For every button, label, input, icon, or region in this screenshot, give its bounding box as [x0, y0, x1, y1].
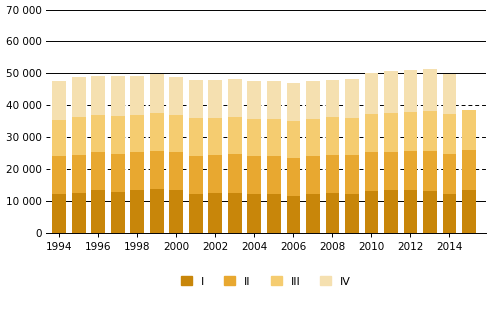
Bar — [267, 156, 280, 194]
Bar — [169, 115, 183, 153]
Bar — [130, 76, 144, 115]
Bar — [286, 196, 300, 233]
Bar — [326, 117, 339, 155]
Bar — [130, 115, 144, 152]
Bar — [462, 110, 476, 150]
Bar — [130, 190, 144, 233]
Bar — [365, 152, 378, 191]
Bar — [345, 118, 359, 156]
Bar — [345, 79, 359, 118]
Bar — [150, 151, 164, 189]
Bar — [326, 193, 339, 233]
Bar — [72, 155, 86, 193]
Bar — [306, 119, 320, 156]
Bar — [443, 155, 456, 194]
Bar — [92, 190, 105, 233]
Bar — [209, 193, 222, 233]
Bar — [384, 190, 398, 233]
Bar — [111, 192, 124, 233]
Bar — [423, 191, 437, 233]
Bar — [247, 119, 261, 156]
Bar — [228, 117, 242, 155]
Bar — [72, 117, 86, 155]
Bar — [443, 114, 456, 155]
Bar — [189, 194, 203, 233]
Bar — [443, 74, 456, 114]
Bar — [267, 119, 280, 156]
Bar — [403, 70, 417, 112]
Bar — [286, 121, 300, 157]
Bar — [189, 80, 203, 118]
Bar — [306, 156, 320, 194]
Bar — [443, 194, 456, 233]
Bar — [365, 73, 378, 114]
Bar — [267, 81, 280, 119]
Bar — [384, 71, 398, 113]
Bar — [92, 153, 105, 190]
Bar — [209, 81, 222, 118]
Bar — [286, 157, 300, 196]
Bar — [72, 193, 86, 233]
Bar — [384, 152, 398, 190]
Bar — [462, 150, 476, 190]
Bar — [92, 76, 105, 115]
Bar — [365, 114, 378, 152]
Bar — [228, 80, 242, 117]
Bar — [111, 154, 124, 192]
Bar — [189, 118, 203, 156]
Bar — [306, 194, 320, 233]
Bar — [169, 190, 183, 233]
Bar — [228, 155, 242, 193]
Bar — [189, 156, 203, 194]
Bar — [345, 156, 359, 194]
Bar — [247, 156, 261, 194]
Bar — [247, 82, 261, 119]
Bar — [384, 113, 398, 152]
Bar — [209, 156, 222, 193]
Bar — [92, 115, 105, 153]
Bar — [228, 193, 242, 233]
Bar — [247, 194, 261, 233]
Bar — [462, 190, 476, 233]
Bar — [209, 118, 222, 156]
Bar — [53, 156, 66, 194]
Bar — [326, 80, 339, 117]
Bar — [286, 82, 300, 121]
Bar — [306, 82, 320, 119]
Bar — [150, 113, 164, 151]
Bar — [111, 116, 124, 154]
Bar — [326, 155, 339, 193]
Legend: I, II, III, IV: I, II, III, IV — [178, 273, 355, 290]
Bar — [111, 76, 124, 116]
Bar — [130, 152, 144, 190]
Bar — [53, 194, 66, 233]
Bar — [150, 189, 164, 233]
Bar — [423, 111, 437, 151]
Bar — [53, 120, 66, 156]
Bar — [267, 194, 280, 233]
Bar — [169, 77, 183, 115]
Bar — [365, 191, 378, 233]
Bar — [72, 77, 86, 117]
Bar — [53, 81, 66, 120]
Bar — [150, 74, 164, 113]
Bar — [345, 194, 359, 233]
Bar — [169, 153, 183, 190]
Bar — [423, 68, 437, 111]
Bar — [423, 151, 437, 191]
Bar — [403, 151, 417, 190]
Bar — [403, 190, 417, 233]
Bar — [403, 112, 417, 151]
